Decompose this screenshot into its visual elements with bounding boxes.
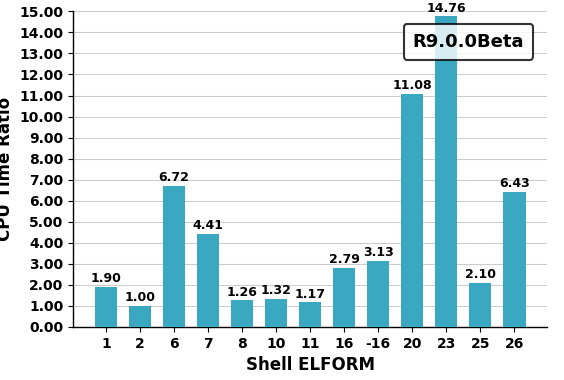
Legend: R9.0.0Beta: R9.0.0Beta [404, 24, 534, 60]
X-axis label: Shell ELFORM: Shell ELFORM [246, 356, 374, 374]
Bar [265, 299, 287, 327]
Text: 2.79: 2.79 [329, 253, 360, 266]
Bar [401, 94, 424, 327]
Text: 6.72: 6.72 [158, 171, 190, 184]
Text: 1.17: 1.17 [295, 288, 325, 301]
Bar [299, 302, 321, 327]
Text: 14.76: 14.76 [426, 2, 466, 15]
Bar [231, 300, 253, 327]
Text: 1.32: 1.32 [261, 284, 292, 298]
Bar [367, 261, 389, 327]
Bar [469, 283, 491, 327]
Bar [197, 234, 219, 327]
Text: 6.43: 6.43 [499, 177, 530, 190]
Text: 3.13: 3.13 [363, 246, 394, 259]
Text: 11.08: 11.08 [393, 79, 432, 92]
Bar [95, 287, 117, 327]
Text: 1.26: 1.26 [227, 286, 258, 299]
Bar [333, 268, 355, 327]
Y-axis label: CPU Time Ratio: CPU Time Ratio [0, 97, 14, 241]
Text: 1.00: 1.00 [125, 291, 156, 304]
Text: 1.90: 1.90 [90, 272, 121, 285]
Text: 4.41: 4.41 [192, 219, 223, 233]
Bar [435, 16, 457, 327]
Bar [129, 306, 151, 327]
Text: 2.10: 2.10 [465, 268, 496, 281]
Bar [163, 185, 185, 327]
Bar [504, 192, 526, 327]
